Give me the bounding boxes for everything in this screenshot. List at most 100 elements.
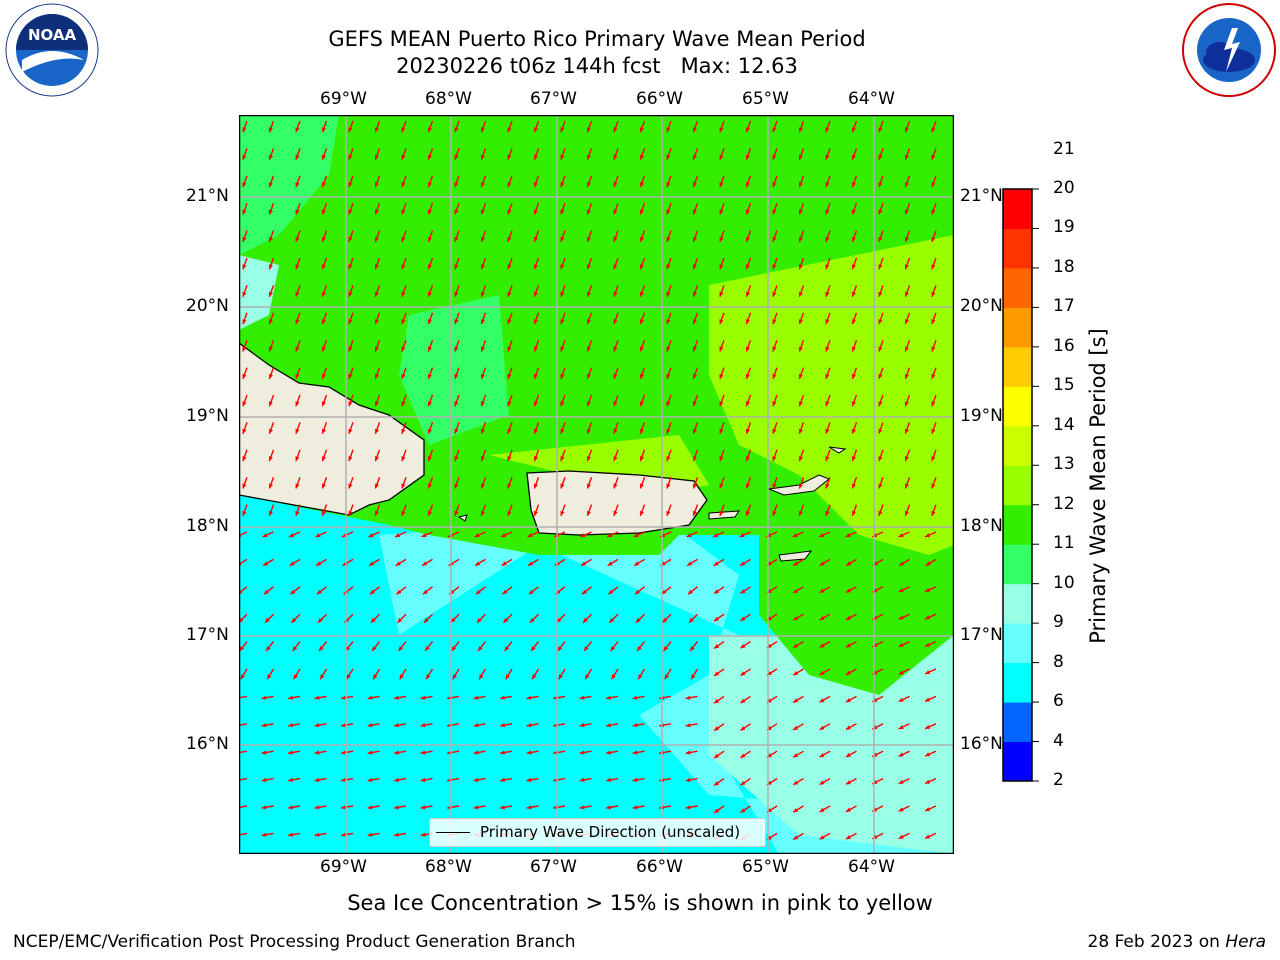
wave-arrow-head [480,264,485,270]
wave-arrow-head [606,723,611,728]
wave-arrow-head [374,182,379,188]
lon-label-bottom-65w: 65°W [742,857,789,877]
wave-arrow-head [740,698,746,703]
wave-arrow-head [289,561,295,566]
wave-arrow-head [533,510,538,516]
wave-arrow-head [533,483,538,489]
footer-host: Hera [1225,932,1266,952]
wave-arrow-head [666,209,671,215]
wave-arrow-head [666,154,671,160]
colorbar-tick-label: 18 [1053,256,1075,277]
wave-arrow-head [586,401,591,407]
wave-arrow-head [845,807,851,812]
colorbar-tick-label: 2 [1053,770,1064,790]
wave-arrow-head [268,401,273,407]
wave-arrow-head [507,483,512,489]
colorbar-swatch [1003,662,1032,703]
wave-arrow-head [586,456,591,462]
wave-arrow-head [526,777,532,782]
lat-label-right-19n: 19°N [960,406,1003,426]
wave-arrow-head [348,291,353,297]
wave-arrow-head [692,127,697,133]
wave-arrow-head [739,533,745,538]
wave-arrow-head [370,589,375,595]
wave-arrow-head [321,154,326,160]
wave-arrow-head [851,236,856,242]
wave-arrow-head [634,561,640,566]
wave-arrow-head [586,264,591,270]
lat-label-right-17n: 17°N [960,625,1003,645]
wave-arrow-head [692,428,697,434]
wave-arrow-head [692,291,697,297]
wave-arrow-head [772,291,777,297]
wave-arrow-head [242,510,247,516]
wave-arrow-head [401,154,406,160]
wave-arrow-head [480,483,485,489]
wave-arrow-head [719,264,724,270]
wave-arrow-head [904,209,909,215]
wave-arrow-head [639,319,644,325]
wave-arrow-head [714,589,720,594]
wave-arrow-head [367,750,373,755]
wave-arrow-head [825,346,830,352]
wave-arrow-head [745,291,750,297]
wave-arrow-head [925,807,930,812]
wave-arrow-head [792,533,798,538]
wave-arrow-head [527,533,533,538]
wave-arrow-head [639,264,644,270]
wave-arrow-head [295,510,300,516]
wave-arrow-head [666,346,671,352]
wave-arrow-head [639,510,644,516]
wave-arrow-head [420,805,426,810]
wave-arrow-head [878,373,883,379]
wave-arrow-head [268,127,273,133]
wave-arrow-head [798,182,803,188]
wave-arrow-head [502,589,508,595]
field-lime [709,235,954,555]
colorbar-swatch [1003,307,1032,348]
footer-date: 28 Feb 2023 on Hera [1088,932,1266,952]
wave-arrow-head [663,646,669,651]
lon-label-bottom-64w: 64°W [848,857,895,877]
wave-arrow-head [793,561,799,566]
wave-arrow-head [526,723,532,728]
wave-arrow-head [369,561,375,566]
wave-arrow-head [558,674,563,680]
wave-arrow-head [348,319,353,325]
wave-arrow-head [685,777,691,782]
wave-arrow-head [507,291,512,297]
wave-arrow-head [904,428,909,434]
wave-arrow-head [851,182,856,188]
wave-arrow-head [288,695,293,700]
wave-arrow-head [507,456,512,462]
wave-arrow-head [505,674,510,680]
wave-arrow-head [740,616,746,621]
noaa-logo: NOAA [5,3,99,97]
wave-arrow-head [500,723,505,728]
wave-arrow-head [560,209,565,215]
wave-arrow-head [898,834,904,839]
wave-arrow-head [793,835,799,840]
wave-arrow-head [291,617,297,623]
wave-arrow-head [242,182,247,188]
wave-arrow-head [719,127,724,133]
wave-arrow-head [560,154,565,160]
wave-arrow-head [581,561,587,566]
wave-arrow-head [503,617,509,623]
wave-arrow-head [635,589,640,595]
colorbar-tick-label: 4 [1053,730,1064,751]
wave-arrow-head [263,561,269,566]
wave-arrow-head [268,319,273,325]
wave-arrow-head [772,510,777,516]
wave-arrow-head [713,561,719,566]
wave-arrow-head [421,533,427,538]
wave-arrow-head [530,617,535,623]
wave-arrow-head [401,428,406,434]
wave-arrow-head [819,670,825,675]
wave-arrow-head [584,646,589,651]
wave-arrow-head [613,373,618,379]
wave-arrow-head [798,510,803,516]
colorbar-swatch [1003,504,1032,545]
wave-arrow-head [427,209,432,215]
colorbar-tick-label: 12 [1053,493,1075,514]
